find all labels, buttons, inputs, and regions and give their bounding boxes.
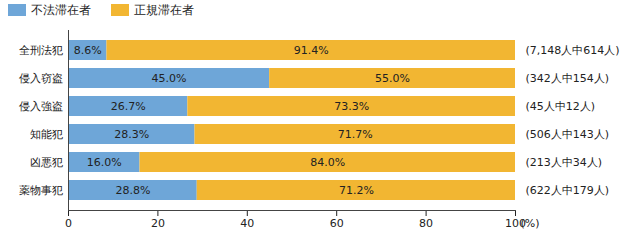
svg-text:全刑法犯: 全刑法犯 xyxy=(19,44,63,57)
svg-text:26.7%: 26.7% xyxy=(111,100,146,113)
svg-text:80: 80 xyxy=(419,217,433,230)
svg-text:0: 0 xyxy=(65,217,72,230)
svg-text:91.4%: 91.4% xyxy=(294,44,329,57)
svg-text:侵入窃盗: 侵入窃盗 xyxy=(19,72,63,85)
svg-text:(%): (%) xyxy=(520,217,539,230)
svg-text:71.2%: 71.2% xyxy=(339,184,374,197)
svg-text:45.0%: 45.0% xyxy=(152,72,187,85)
svg-text:73.3%: 73.3% xyxy=(334,100,369,113)
svg-text:知能犯: 知能犯 xyxy=(30,128,63,141)
svg-text:侵入強盗: 侵入強盗 xyxy=(19,100,63,113)
svg-text:(506人中143人): (506人中143人) xyxy=(526,128,610,141)
svg-text:84.0%: 84.0% xyxy=(310,156,345,169)
svg-text:55.0%: 55.0% xyxy=(375,72,410,85)
svg-text:(622人中179人): (622人中179人) xyxy=(526,184,610,197)
html-text:正規滞在者: 正規滞在者 xyxy=(134,2,194,17)
svg-text:8.6%: 8.6% xyxy=(74,44,102,57)
svg-text:凶悪犯: 凶悪犯 xyxy=(30,156,63,169)
svg-text:(213人中34人): (213人中34人) xyxy=(526,156,603,169)
svg-text:60: 60 xyxy=(330,217,344,230)
svg-text:20: 20 xyxy=(151,217,165,230)
svg-text:(342人中154人): (342人中154人) xyxy=(526,72,610,85)
svg-text:28.8%: 28.8% xyxy=(115,184,150,197)
svg-text:16.0%: 16.0% xyxy=(87,156,122,169)
svg-text:(7,148人中614人): (7,148人中614人) xyxy=(526,44,620,57)
svg-text:100: 100 xyxy=(505,217,526,231)
svg-text:(45人中12人): (45人中12人) xyxy=(526,100,596,113)
svg-text:薬物事犯: 薬物事犯 xyxy=(19,184,63,197)
svg-text:71.7%: 71.7% xyxy=(338,128,373,141)
svg-text:28.3%: 28.3% xyxy=(114,128,149,141)
html-text:不法滞在者: 不法滞在者 xyxy=(31,2,91,17)
svg-text:40: 40 xyxy=(240,217,254,230)
